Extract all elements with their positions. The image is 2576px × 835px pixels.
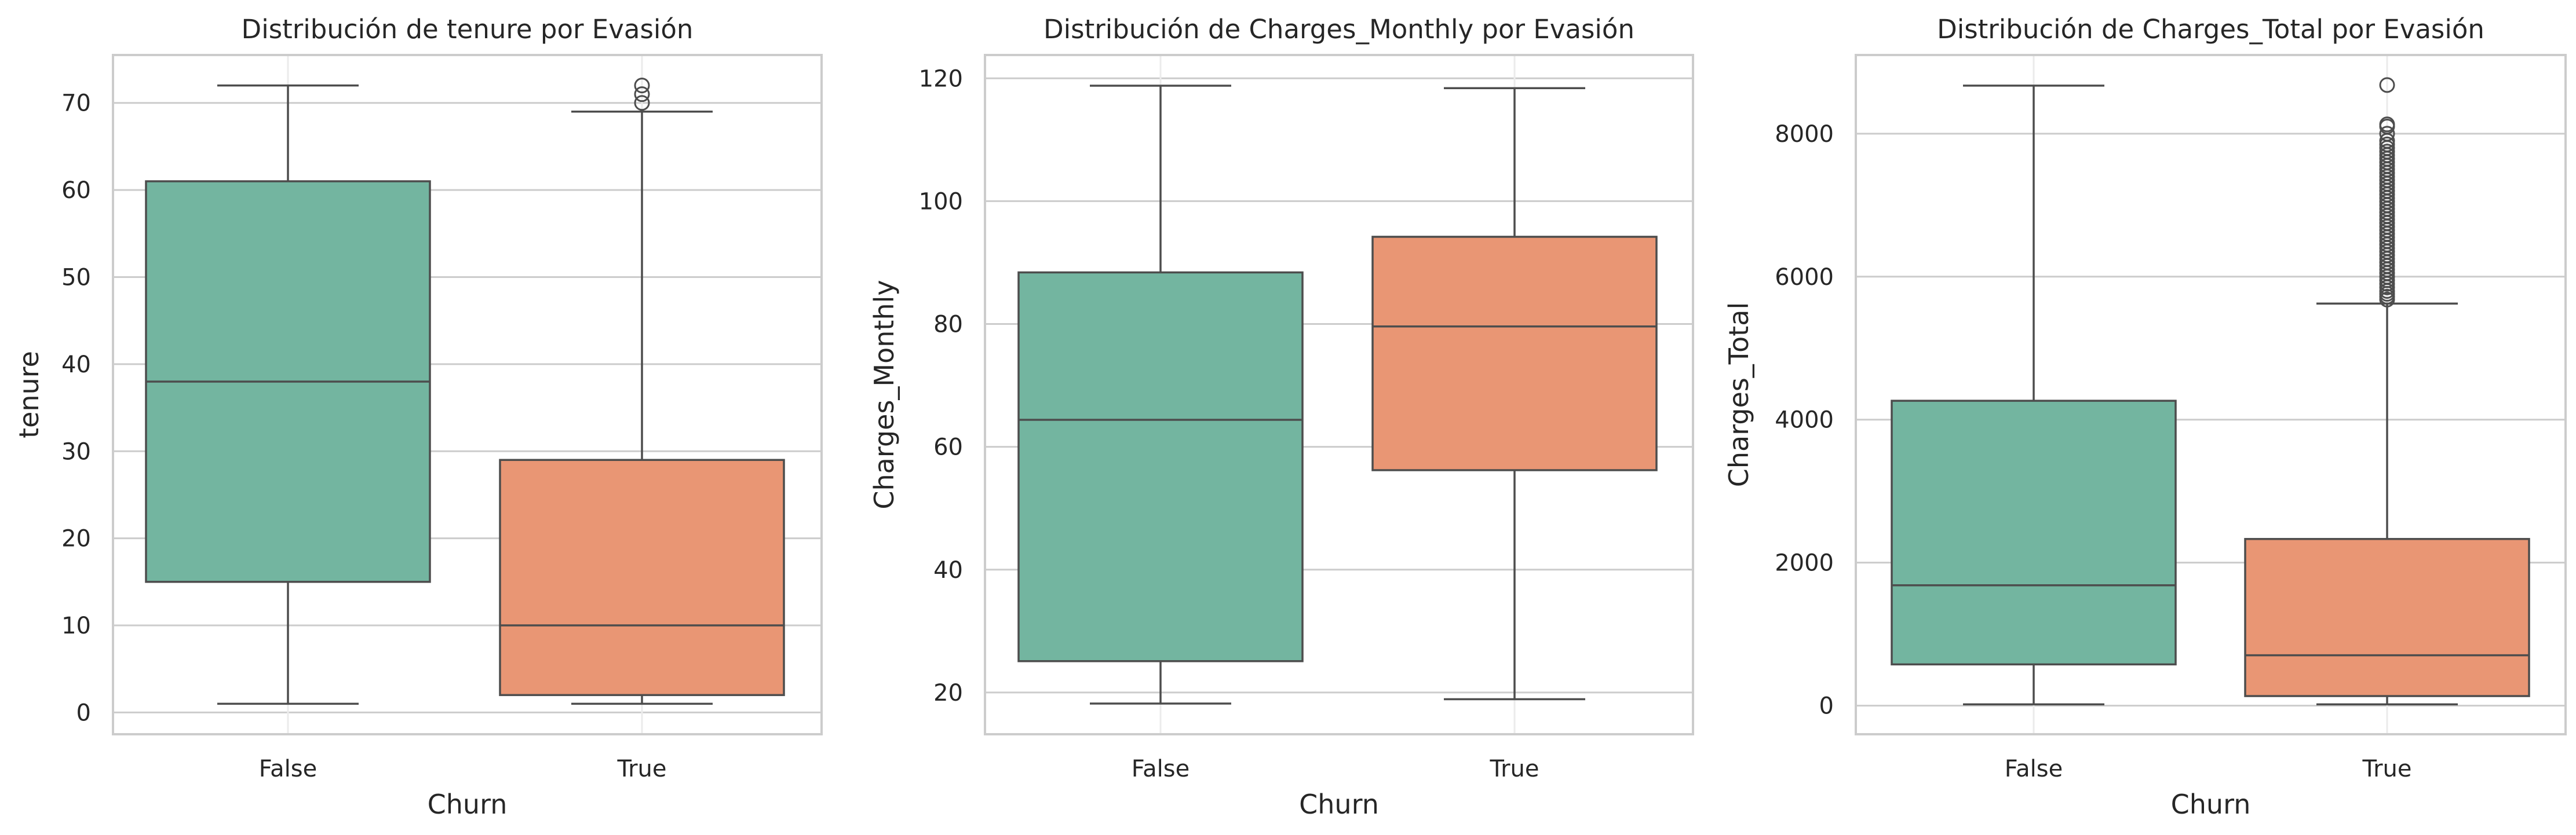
outlier-point [2379, 116, 2395, 133]
chart-title: Distribución de Charges_Total por Evasió… [1937, 14, 2484, 45]
y-tick-label: 80 [933, 312, 963, 338]
plot-frame [1855, 54, 2567, 735]
y-tick-label: 60 [61, 177, 91, 204]
y-axis-label: Charges_Total [1723, 302, 1754, 487]
y-tick-label: 0 [76, 700, 91, 726]
y-axis-label: tenure [13, 351, 45, 438]
box-false [1017, 85, 1304, 705]
y-tick-label: 6000 [1775, 264, 1834, 291]
y-tick-label: 120 [919, 65, 963, 92]
y-tick-label: 100 [919, 188, 963, 215]
box-true [499, 78, 785, 705]
box-true [1371, 87, 1658, 701]
chart-2: 20 40 60 80 100 120 False True Churn Charges_Mont… [869, 14, 1694, 820]
x-axis-label: Churn [1299, 789, 1379, 820]
y-tick-label: 0 [1819, 693, 1834, 720]
y-axis-label: Charges_Monthly [869, 280, 900, 509]
iqr-box [2244, 538, 2530, 697]
outlier-point [2379, 126, 2395, 142]
plot-frame [112, 54, 823, 735]
y-tick-label: 50 [61, 264, 91, 291]
box-true [2244, 77, 2530, 706]
x-tick-label: True [2362, 756, 2412, 782]
x-tick-label: False [2005, 756, 2063, 782]
outlier-point [634, 95, 650, 111]
x-tick-label: True [1490, 756, 1539, 782]
y-tick-label: 10 [61, 613, 91, 639]
chart-title: Distribución de tenure por Evasión [242, 14, 694, 45]
y-tick-label: 40 [933, 557, 963, 584]
outlier-point [2379, 77, 2395, 93]
y-tick-label: 40 [61, 351, 91, 378]
plot-frame [984, 54, 1694, 735]
y-tick-label: 20 [61, 526, 91, 552]
outlier-point [634, 78, 650, 94]
box-false [1891, 85, 2177, 706]
x-axis-label: Churn [428, 789, 508, 820]
iqr-box [1891, 400, 2177, 666]
box-false [145, 84, 431, 705]
x-tick-label: True [617, 756, 667, 782]
chart-3: 0 2000 4000 6000 8000 False True Churn Charges_T… [1723, 14, 2567, 820]
y-tick-label: 70 [61, 90, 91, 117]
chart-1: 0 10 20 30 40 50 60 70 False True Churn tenure Distr… [13, 14, 823, 820]
chart-title: Distribución de Charges_Monthly por Evas… [1043, 14, 1634, 45]
outlier-point [634, 86, 650, 102]
iqr-box [499, 459, 785, 697]
iqr-box [1017, 271, 1304, 662]
y-tick-label: 8000 [1775, 121, 1834, 148]
y-tick-label: 2000 [1775, 550, 1834, 577]
x-tick-label: False [259, 756, 317, 782]
x-tick-label: False [1132, 756, 1190, 782]
y-tick-label: 60 [933, 434, 963, 461]
y-tick-label: 4000 [1775, 407, 1834, 434]
x-axis-label: Churn [2171, 789, 2251, 820]
y-tick-label: 20 [933, 680, 963, 706]
y-tick-label: 30 [61, 438, 91, 465]
iqr-box [1371, 236, 1658, 471]
